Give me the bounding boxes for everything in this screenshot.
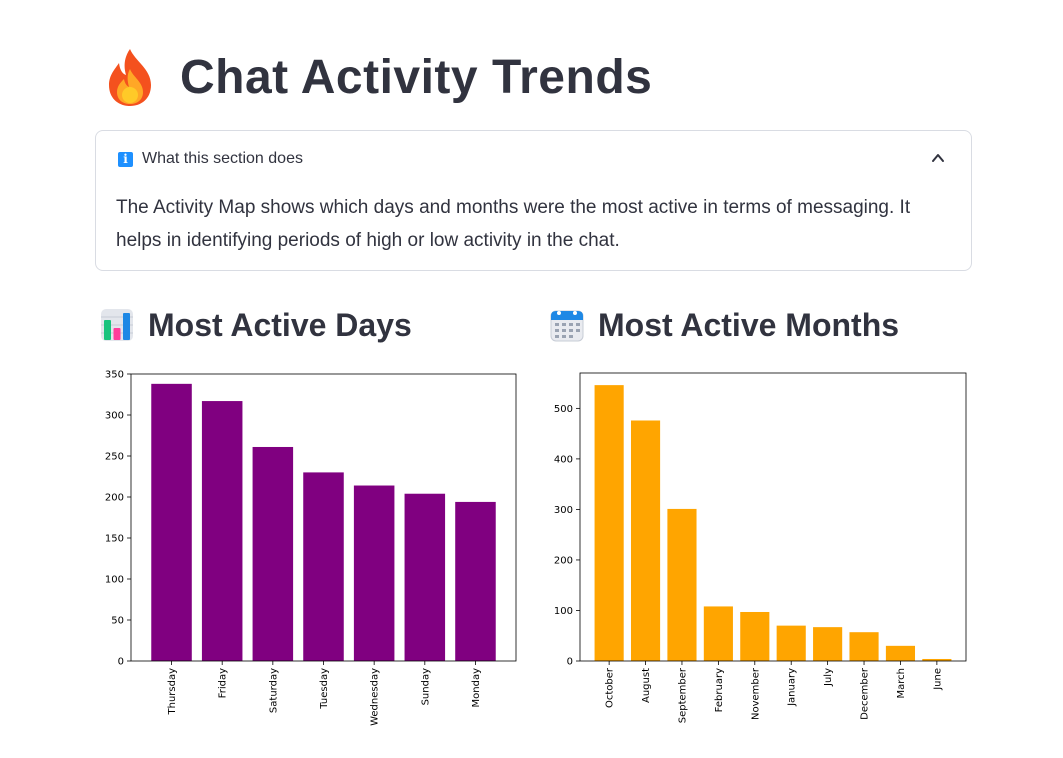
chart-bar	[594, 385, 624, 661]
chart-bar	[740, 611, 770, 661]
chart-bar	[201, 401, 243, 661]
chevron-up-icon[interactable]	[931, 151, 945, 165]
y-tick-label: 0	[118, 657, 124, 668]
x-tick-label: March	[896, 668, 907, 698]
y-tick-label: 200	[554, 555, 573, 566]
y-tick-label: 500	[554, 404, 573, 415]
fire-icon	[109, 49, 151, 106]
y-tick-label: 400	[554, 454, 573, 465]
info-icon: i	[118, 151, 133, 167]
y-tick-label: 0	[567, 657, 573, 668]
plot-frame	[130, 373, 517, 662]
days-section-title: Most Active Days	[148, 306, 412, 343]
x-tick-label: Tuesday	[319, 668, 330, 710]
chart-bar	[630, 420, 661, 661]
y-tick-label: 200	[105, 493, 124, 504]
x-tick-label: Sunday	[420, 668, 431, 705]
months-bar-chart: October August September February November Ja…	[554, 372, 967, 723]
chart-bar	[885, 645, 916, 661]
chart-bar	[849, 632, 879, 661]
x-tick-label: September	[677, 667, 688, 723]
plot-frame	[579, 372, 967, 662]
calendar-icon	[550, 310, 584, 342]
x-tick-label: June	[932, 668, 943, 691]
days-section-header: Most Active Days	[100, 305, 412, 345]
chart-bar	[703, 606, 733, 661]
y-tick-label: 50	[111, 616, 124, 627]
x-tick-label: Saturday	[268, 668, 279, 713]
page-title: Chat Activity Trends	[180, 50, 653, 104]
y-tick-label: 150	[105, 534, 124, 545]
chart-bar	[252, 446, 294, 661]
expander-body-text: The Activity Map shows which days and mo…	[116, 197, 911, 251]
x-tick-label: Thursday	[167, 668, 178, 716]
y-tick-label: 300	[105, 411, 124, 422]
x-tick-label: February	[714, 668, 725, 712]
chart-bar	[813, 627, 843, 661]
title-row: Chat Activity Trends	[105, 44, 652, 110]
info-expander: i What this section does The Activity Ma…	[95, 130, 972, 271]
bar-chart-icon	[101, 309, 133, 341]
days-bar-chart: Thursday Friday Saturday Tuesday Wednesday Su…	[105, 370, 517, 726]
expander-header[interactable]: i What this section does	[118, 150, 303, 168]
y-tick-label: 250	[105, 452, 124, 463]
x-tick-label: Wednesday	[370, 668, 381, 726]
chart-bar	[776, 625, 806, 661]
chart-bar	[151, 383, 192, 661]
chart-bar	[404, 493, 446, 661]
y-tick-label: 350	[105, 370, 124, 381]
x-tick-label: July	[823, 668, 834, 687]
x-tick-label: November	[750, 667, 761, 720]
chart-bar	[353, 485, 395, 661]
chart-bar	[455, 501, 496, 661]
chart-bar	[922, 658, 952, 661]
x-tick-label: August	[641, 668, 652, 703]
chart-bar	[667, 508, 697, 661]
chart-bar	[303, 472, 344, 661]
x-tick-label: Friday	[218, 668, 229, 698]
x-tick-label: December	[860, 667, 871, 720]
expander-title: What this section does	[142, 150, 303, 167]
x-tick-label: October	[605, 667, 616, 708]
x-tick-label: January	[787, 668, 798, 707]
x-tick-label: Monday	[471, 668, 482, 708]
y-tick-label: 100	[105, 575, 124, 586]
y-tick-label: 100	[554, 606, 573, 617]
months-section-title: Most Active Months	[598, 306, 900, 343]
months-section-header: Most Active Months	[550, 305, 899, 345]
y-tick-label: 300	[554, 505, 573, 516]
